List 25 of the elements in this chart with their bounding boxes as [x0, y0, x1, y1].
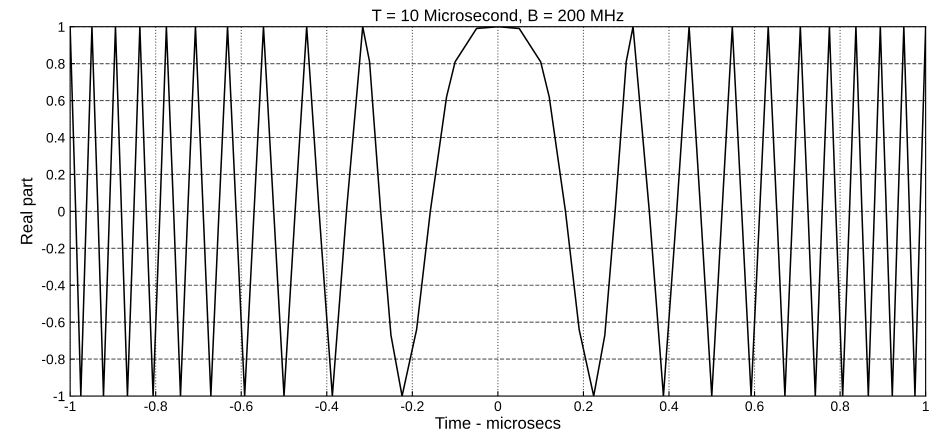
y-tick-label: 0.8	[46, 58, 65, 69]
y-tick-label: -0.2	[42, 244, 65, 254]
x-tick-label: -0.8	[144, 401, 168, 412]
x-tick-label: 0.6	[745, 401, 764, 412]
x-tick-label: 0.2	[574, 401, 592, 412]
y-tick-label: -0.4	[42, 280, 65, 290]
y-axis-title: Real part	[20, 178, 36, 244]
y-tick-label: -0.6	[42, 318, 65, 328]
y-tick-label: 1	[58, 22, 65, 32]
x-tick-label: 0.8	[830, 401, 850, 412]
x-tick-label: 0	[494, 401, 502, 412]
chart-title: T = 10 Microsecond, B = 200 MHz	[372, 9, 624, 24]
x-tick-label: 1	[922, 401, 929, 411]
x-tick-label: -0.2	[400, 401, 424, 412]
x-tick-label: -0.4	[315, 401, 338, 412]
y-tick-label: -0.8	[42, 354, 65, 364]
y-tick-label: 0	[58, 206, 65, 217]
x-tick-label: -1	[64, 401, 76, 411]
x-tick-label: -0.6	[230, 401, 253, 412]
x-axis-title: Time - microsecs	[435, 416, 560, 429]
y-tick-label: 0.6	[46, 96, 65, 106]
x-tick-label: 0.4	[660, 401, 678, 412]
y-tick-label: -1	[54, 392, 65, 402]
y-tick-label: 0.4	[46, 132, 65, 143]
y-tick-label: 0.2	[46, 170, 65, 180]
